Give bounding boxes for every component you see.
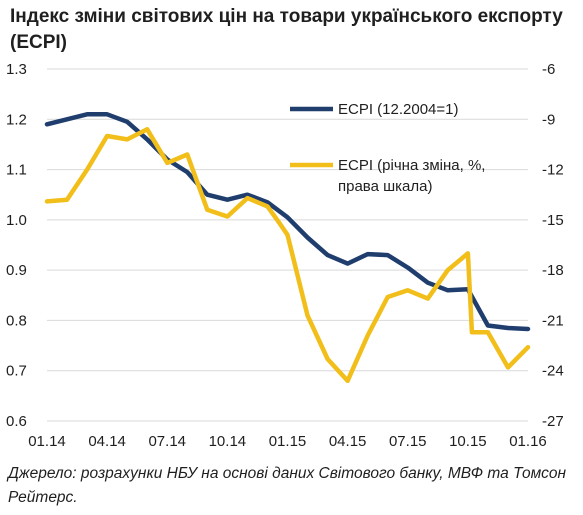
left-tick-label: 0.6	[6, 413, 27, 430]
left-tick-label: 0.9	[6, 262, 27, 279]
right-tick-label: -9	[542, 111, 555, 128]
left-tick-label: 1.0	[6, 212, 27, 229]
right-tick-label: -27	[542, 413, 564, 430]
right-tick-label: -6	[542, 61, 555, 78]
left-tick-label: 1.2	[6, 111, 27, 128]
legend: ECPI (12.2004=1) ECPI (річна зміна, %, пр…	[290, 101, 485, 195]
x-tick-label: 04.14	[88, 433, 126, 450]
gridlines	[47, 68, 528, 422]
right-tick-label: -24	[542, 363, 564, 380]
x-tick-label: 10.14	[209, 433, 247, 450]
legend-label-ecpi-annual-change: ECPI (річна зміна, %, права шкала)	[338, 157, 485, 195]
series-line-ecpi	[44, 112, 531, 332]
series-lines	[44, 112, 531, 384]
x-tick-label: 01.15	[269, 433, 307, 450]
x-tick-label: 04.15	[329, 433, 367, 450]
left-axis-ticks: 0.6 0.7 0.8 0.9 1.0 1.1 1.2 1.3	[6, 61, 27, 430]
source-note: Джерело: розрахунки НБУ на основі даних …	[8, 465, 567, 506]
x-axis-ticks: 01.14 04.14 07.14 10.14 01.15 04.15 07.15 10.15…	[28, 433, 547, 450]
left-tick-label: 1.3	[6, 61, 27, 78]
right-tick-label: -15	[542, 212, 564, 229]
right-axis-ticks: -27 -24 -21 -18 -15 -12 -9 -6	[542, 61, 564, 430]
chart: 0.6 0.7 0.8 0.9 1.0 1.1 1.2 1.3 -27 -24 -21 -18 -15…	[6, 61, 564, 450]
right-tick-label: -12	[542, 162, 564, 179]
right-tick-label: -21	[542, 312, 564, 329]
right-tick-label: -18	[542, 262, 564, 279]
left-tick-label: 1.1	[6, 162, 27, 179]
left-tick-label: 0.7	[6, 363, 27, 380]
x-tick-label: 07.15	[389, 433, 427, 450]
left-tick-label: 0.8	[6, 312, 27, 329]
series-line-ecpi-annual-change	[44, 127, 531, 384]
legend-label-ecpi: ECPI (12.2004=1)	[338, 101, 459, 118]
x-tick-label: 07.14	[148, 433, 186, 450]
chart-title: Індекс зміни світових цін на товари укра…	[10, 6, 563, 53]
x-tick-label: 01.14	[28, 433, 66, 450]
x-tick-label: 10.15	[449, 433, 487, 450]
x-tick-label: 01.16	[509, 433, 547, 450]
